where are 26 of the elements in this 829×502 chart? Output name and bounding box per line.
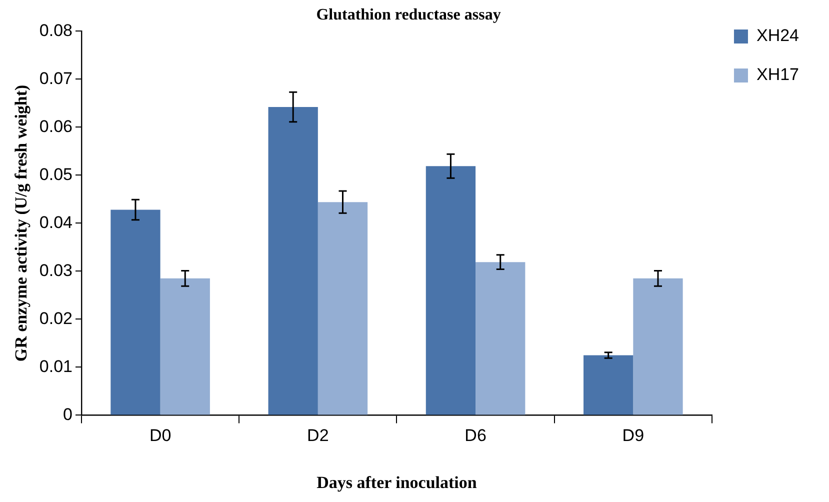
y-tick-label: 0.05 (39, 164, 72, 184)
y-tick-label: 0.07 (39, 68, 72, 88)
bar (476, 262, 526, 415)
x-tick-label: D0 (149, 426, 172, 446)
y-tick-label: 0 (63, 404, 72, 424)
y-tick-label: 0.04 (39, 212, 72, 232)
y-tick-label: 0.03 (39, 260, 72, 280)
chart-title: Glutathion reductase assay (316, 6, 501, 24)
bar (268, 107, 318, 415)
bar (426, 166, 476, 415)
legend-label: XH17 (756, 65, 800, 84)
bar (160, 278, 210, 415)
y-tick-label: 0.06 (39, 116, 72, 136)
bar (318, 202, 368, 415)
x-tick-label: D6 (464, 426, 486, 446)
y-axis-title: GR enzyme activity (U/g fresh weight) (12, 84, 31, 362)
x-axis-title: Days after inoculation (316, 473, 478, 492)
y-tick-label: 0.02 (39, 308, 72, 328)
y-tick-label: 0.08 (39, 20, 72, 40)
x-tick-label: D9 (622, 426, 644, 446)
bar (110, 210, 160, 415)
y-tick-label: 0.01 (39, 356, 72, 376)
bar (633, 278, 683, 415)
x-tick-label: D2 (307, 426, 329, 446)
bar (584, 355, 634, 415)
legend-label: XH24 (756, 26, 800, 46)
